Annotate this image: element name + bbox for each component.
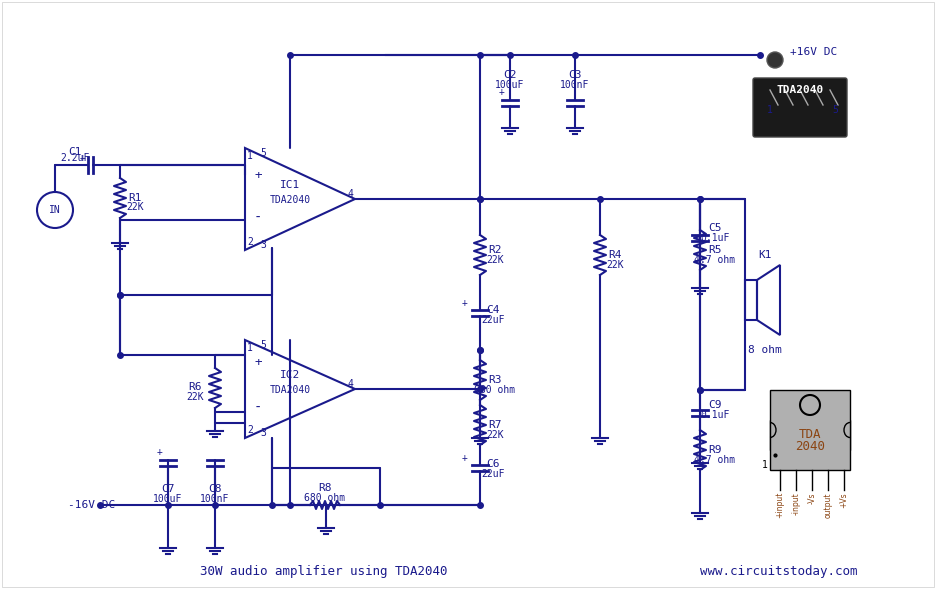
Bar: [745, 280, 757, 320]
Text: 5: 5: [260, 148, 266, 158]
Text: 0.1uF: 0.1uF: [700, 410, 730, 420]
Text: 22K: 22K: [607, 260, 623, 270]
Text: IC2: IC2: [280, 370, 300, 380]
Text: -16V DC: -16V DC: [68, 500, 115, 510]
Text: C2: C2: [504, 70, 517, 80]
Text: 0.1uF: 0.1uF: [700, 233, 730, 243]
Text: K1: K1: [758, 250, 772, 260]
Text: C6: C6: [486, 459, 500, 469]
Text: R6: R6: [188, 382, 202, 392]
Text: 1: 1: [762, 460, 768, 470]
Text: 1: 1: [247, 343, 253, 353]
Text: +: +: [255, 356, 262, 369]
Text: 2.2uF: 2.2uF: [60, 153, 90, 163]
Text: +: +: [462, 453, 468, 463]
Text: -: -: [254, 401, 262, 415]
Text: 4: 4: [347, 379, 353, 389]
Text: R9: R9: [709, 445, 722, 455]
Text: R8: R8: [318, 483, 331, 493]
Text: +Vs: +Vs: [840, 492, 849, 508]
Text: C4: C4: [486, 305, 500, 315]
Text: +: +: [80, 153, 86, 163]
Text: R3: R3: [489, 375, 502, 385]
Text: 100uF: 100uF: [495, 80, 525, 90]
Text: 5: 5: [260, 340, 266, 350]
Text: 680 ohm: 680 ohm: [475, 385, 516, 395]
Text: www.circuitstoday.com: www.circuitstoday.com: [700, 565, 857, 578]
Text: C3: C3: [568, 70, 582, 80]
Circle shape: [767, 52, 783, 68]
Text: R2: R2: [489, 245, 502, 255]
Text: IN: IN: [49, 205, 61, 215]
Text: 3: 3: [260, 240, 266, 250]
Text: R1: R1: [128, 193, 141, 203]
Text: 22K: 22K: [126, 202, 144, 212]
FancyBboxPatch shape: [753, 78, 847, 137]
Text: 2: 2: [247, 425, 253, 435]
Text: 22K: 22K: [486, 430, 504, 440]
Text: 4.7 ohm: 4.7 ohm: [695, 255, 736, 265]
Text: -: -: [254, 211, 262, 225]
Text: 22uF: 22uF: [481, 315, 505, 325]
Text: C9: C9: [709, 400, 722, 410]
Text: +: +: [499, 87, 505, 97]
Text: +: +: [462, 298, 468, 308]
Text: 4: 4: [347, 189, 353, 199]
Text: +16V DC: +16V DC: [790, 47, 837, 57]
Text: 2040: 2040: [795, 441, 825, 454]
Text: +: +: [157, 447, 163, 457]
Text: 22K: 22K: [186, 392, 204, 402]
Text: 680 ohm: 680 ohm: [304, 493, 345, 503]
Text: 8 ohm: 8 ohm: [748, 345, 782, 355]
Text: -Vs: -Vs: [808, 492, 816, 504]
Text: 30W audio amplifier using TDA2040: 30W audio amplifier using TDA2040: [200, 565, 447, 578]
Text: IC1: IC1: [280, 180, 300, 190]
Text: -input: -input: [792, 492, 800, 515]
Text: 1: 1: [768, 105, 773, 115]
Text: R5: R5: [709, 245, 722, 255]
Bar: [770, 420, 850, 450]
Text: 2: 2: [247, 237, 253, 247]
Text: TDA2040: TDA2040: [270, 385, 311, 395]
Text: +: +: [255, 168, 262, 181]
Text: 100uF: 100uF: [154, 494, 183, 504]
Text: 5: 5: [832, 105, 838, 115]
Text: 22K: 22K: [486, 255, 504, 265]
Text: 4.7 ohm: 4.7 ohm: [695, 455, 736, 465]
Text: C1: C1: [68, 147, 81, 157]
Text: 100nF: 100nF: [561, 80, 590, 90]
Bar: [770, 390, 850, 470]
Text: C5: C5: [709, 223, 722, 233]
Text: 1: 1: [247, 151, 253, 161]
Text: 22uF: 22uF: [481, 469, 505, 479]
Text: C7: C7: [161, 484, 175, 494]
Text: R4: R4: [608, 250, 622, 260]
Text: TDA: TDA: [798, 429, 821, 442]
Text: R7: R7: [489, 420, 502, 430]
Text: C8: C8: [208, 484, 222, 494]
Text: output: output: [824, 492, 832, 518]
Text: TDA2040: TDA2040: [270, 195, 311, 205]
Text: +input: +input: [776, 492, 784, 518]
Text: 100nF: 100nF: [200, 494, 229, 504]
Text: TDA2040: TDA2040: [776, 85, 824, 95]
Text: 3: 3: [260, 428, 266, 438]
